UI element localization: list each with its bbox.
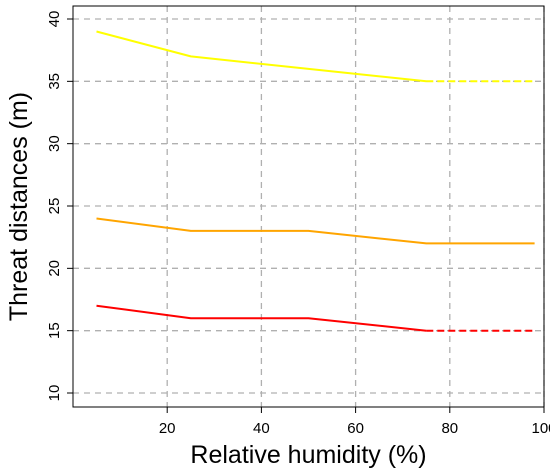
series-layer [96,30,535,332]
series-1-line [96,30,427,83]
y-tick-label: 30 [46,135,63,152]
y-tick-label: 40 [46,11,63,28]
x-tick-label: 60 [347,420,364,437]
x-tick-label: 100 [531,420,550,437]
y-tick-label: 25 [46,198,63,215]
series-2-line [96,217,535,245]
x-tick-label: 40 [253,420,270,437]
series-3-line [96,304,427,332]
y-tick-label: 15 [46,322,63,339]
y-tick-label: 35 [46,73,63,90]
x-tick-label: 80 [441,420,458,437]
axis-layer: 20 40 60 80 100 10 15 20 25 30 35 40 [46,11,550,437]
y-tick-label: 20 [46,260,63,277]
grid-layer [73,6,545,407]
x-tick-label: 20 [159,420,176,437]
y-axis-title: Threat distances (m) [5,92,33,321]
x-axis-title: Relative humidity (%) [190,441,426,469]
y-tick-label: 10 [46,385,63,402]
